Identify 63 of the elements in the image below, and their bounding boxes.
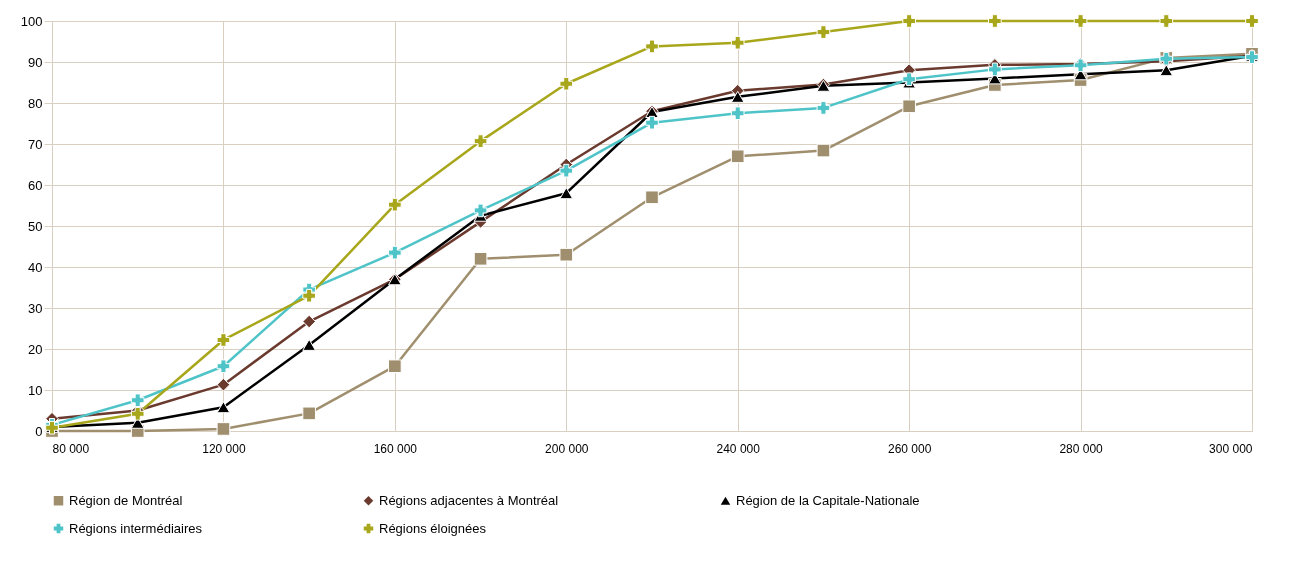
point (902, 14, 916, 28)
point (816, 25, 831, 39)
x-tick-label: 280 000 (1059, 441, 1104, 456)
y-tick-label: 0 (35, 423, 43, 439)
point (302, 314, 316, 329)
point (816, 101, 831, 115)
point (902, 99, 916, 114)
y-tick-label: 10 (28, 382, 43, 398)
point (473, 134, 488, 148)
point (216, 359, 231, 374)
point (730, 149, 745, 164)
y-tick-label: 80 (28, 95, 43, 111)
x-tick-label: 200 000 (545, 441, 589, 456)
point (302, 406, 316, 421)
legend-label: Région de Montréal (69, 492, 183, 508)
point (730, 35, 745, 50)
y-tick-label: 50 (28, 218, 43, 234)
point (559, 163, 574, 178)
y-tick-label: 100 (20, 13, 43, 29)
y-tick-label: 90 (28, 54, 43, 70)
point (130, 393, 145, 408)
point (473, 203, 488, 218)
point (645, 115, 659, 130)
point (559, 76, 574, 91)
y-tick-label: 60 (28, 177, 43, 193)
y-tick-label: 30 (28, 300, 43, 316)
legend-label: Régions éloignées (379, 520, 487, 536)
point (388, 359, 402, 374)
point (1073, 14, 1088, 28)
point (988, 62, 1002, 77)
y-tick-label: 70 (28, 136, 43, 152)
point (388, 245, 402, 260)
point (302, 338, 316, 351)
x-tick-label: 240 000 (716, 441, 761, 456)
point (388, 197, 402, 212)
legend-label: Régions intermédiaires (69, 520, 203, 536)
point (816, 143, 831, 158)
x-tick-label: 300 000 (1209, 441, 1253, 456)
point (559, 187, 574, 200)
point (559, 247, 574, 262)
y-tick-label: 40 (28, 259, 43, 275)
point (216, 401, 231, 414)
point (302, 288, 316, 303)
point (1159, 14, 1174, 28)
point (1245, 14, 1259, 28)
x-tick-label: 120 000 (202, 441, 246, 456)
x-tick-label: 80 000 (52, 441, 90, 456)
legend-label: Régions adjacentes à Montréal (379, 492, 559, 508)
point (1159, 64, 1174, 77)
point (730, 90, 745, 103)
point (216, 377, 231, 392)
point (216, 422, 231, 436)
point (645, 190, 659, 205)
y-tick-label: 20 (28, 341, 43, 357)
x-tick-label: 160 000 (373, 441, 418, 456)
point (988, 14, 1002, 28)
point (645, 39, 659, 54)
legend-label: Région de la Capitale-Nationale (736, 492, 920, 508)
point (730, 106, 745, 121)
point (902, 72, 916, 87)
point (473, 251, 488, 266)
x-tick-label: 260 000 (887, 441, 932, 456)
point (216, 333, 231, 347)
